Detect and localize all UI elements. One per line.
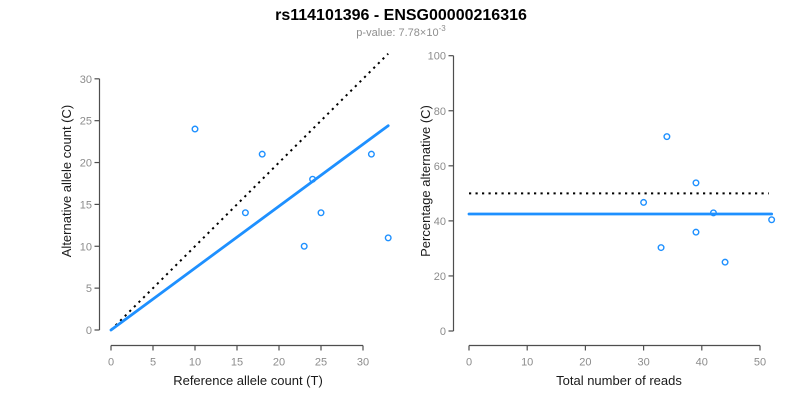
left-plot-x-axis-label: Reference allele count (T) <box>173 373 323 388</box>
pvalue-text: p-value: 7.78×10 <box>356 27 438 39</box>
x-tick-label: 20 <box>579 357 591 369</box>
pvalue-exponent: -3 <box>439 24 447 33</box>
data-point <box>384 234 392 242</box>
data-point <box>241 209 249 217</box>
y-tick-label: 10 <box>80 241 92 253</box>
data-point <box>709 209 717 217</box>
left-plot-y-axis-label: Alternative allele count (C) <box>59 105 74 257</box>
y-tick-label: 20 <box>434 271 446 283</box>
y-tick-label: 40 <box>434 216 446 228</box>
x-tick-label: 25 <box>315 357 327 369</box>
data-point <box>692 228 700 236</box>
data-point <box>721 258 729 266</box>
data-point <box>657 244 665 252</box>
data-point <box>317 209 325 217</box>
x-tick-label: 50 <box>754 357 766 369</box>
fit-line <box>109 124 390 332</box>
y-tick-label: 60 <box>434 161 446 173</box>
y-tick-label: 0 <box>440 326 446 338</box>
y-tick-label: 5 <box>86 283 92 295</box>
right-plot-x-axis-label: Total number of reads <box>556 373 682 388</box>
y-tick-label: 100 <box>428 51 446 63</box>
x-tick-label: 30 <box>637 357 649 369</box>
x-tick-label: 10 <box>521 357 533 369</box>
y-tick-label: 20 <box>80 158 92 170</box>
y-tick-label: 15 <box>80 199 92 211</box>
data-point <box>300 242 308 250</box>
right-plot-y-axis-label: Percentage alternative (C) <box>418 105 433 257</box>
x-tick-label: 30 <box>357 357 369 369</box>
x-tick-label: 0 <box>108 357 114 369</box>
data-point <box>258 150 266 158</box>
data-point <box>768 216 776 224</box>
x-tick-label: 0 <box>466 357 472 369</box>
data-point <box>663 133 671 141</box>
left-scatter-plot: 0 5 10 15 20 25 30 0 5 10 15 20 25 30 <box>80 52 392 369</box>
x-tick-label: 15 <box>231 357 243 369</box>
x-tick-label: 5 <box>150 357 156 369</box>
x-tick-label: 40 <box>696 357 708 369</box>
right-scatter-plot: 0 20 40 60 80 100 0 10 20 30 40 50 <box>428 51 776 369</box>
x-tick-label: 20 <box>273 357 285 369</box>
y-tick-label: 0 <box>86 325 92 337</box>
identity-line <box>110 52 389 331</box>
data-point <box>191 125 199 133</box>
data-point <box>309 175 317 183</box>
y-tick-label: 80 <box>434 106 446 118</box>
data-point <box>692 179 700 187</box>
data-point <box>367 150 375 158</box>
y-tick-label: 25 <box>80 116 92 128</box>
figure-subtitle: p-value: 7.78×10-3 <box>356 24 446 39</box>
figure-title: rs114101396 - ENSG00000216316 <box>275 7 527 24</box>
y-tick-label: 30 <box>80 74 92 86</box>
data-point <box>640 198 648 206</box>
x-tick-label: 10 <box>189 357 201 369</box>
